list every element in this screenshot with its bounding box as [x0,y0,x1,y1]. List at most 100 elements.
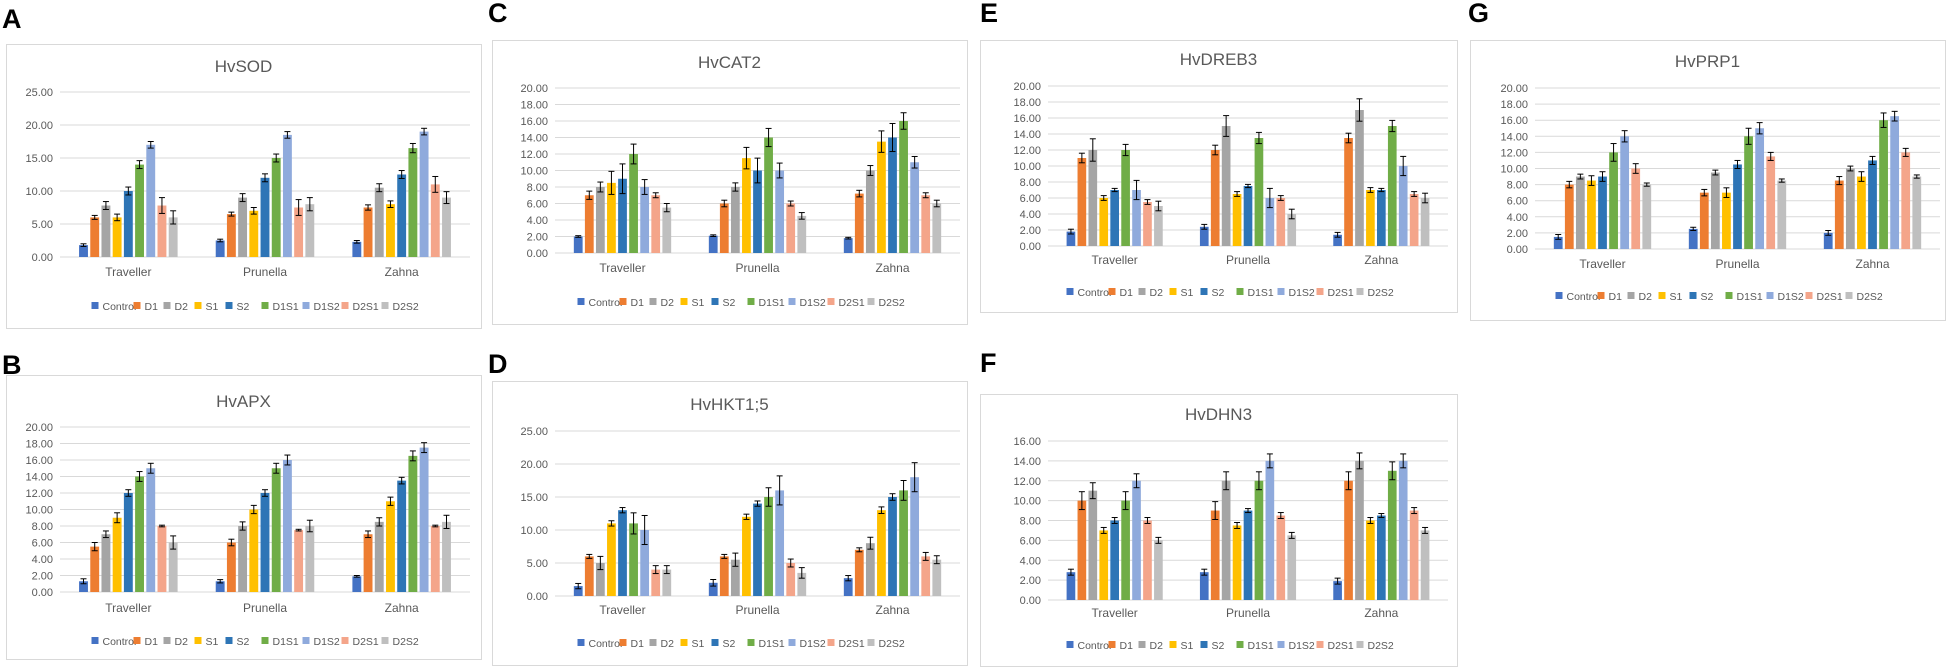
bar-control-traveller [1066,572,1076,600]
y-tick-label: 8.00 [1020,516,1041,528]
bar-d1s1-prunella [764,137,773,253]
bar-d1-zahna [363,534,373,592]
bar-d2s1-prunella [294,207,304,257]
chart-panel-d: D HvHKT1;5 0.00 5.00 10.00 15.00 20.00 25.00 Tra… [488,349,968,666]
legend-label-d1s1: D1S1 [1248,287,1274,299]
bar-s2-zahna [397,480,407,592]
bar-d1-zahna [363,207,373,257]
y-tick-label: 4.00 [1020,555,1041,567]
bar-s1-zahna [1857,176,1866,249]
bar-d2s2-prunella [797,215,807,253]
legend-swatch-d2s2 [1356,288,1364,295]
bar-s2-prunella [753,170,762,253]
panel-letter: G [1468,0,1489,28]
bar-d1s1-zahna [408,455,418,592]
legend-swatch-d2s2 [381,637,389,644]
bar-s2-zahna [888,497,897,596]
legend-label-d1: D1 [1120,640,1134,652]
category-label: Prunella [1226,606,1270,620]
y-tick-label: 18.00 [1500,99,1528,111]
y-tick-label: 8.00 [1020,177,1041,189]
bar-control-traveller [573,586,583,596]
bar-s1-prunella [1232,525,1242,600]
bar-d2-zahna [865,170,875,253]
legend-swatch-d2s1 [827,639,835,646]
bar-d2-prunella [238,197,248,257]
category-label: Traveller [1579,257,1625,271]
bar-d1-prunella [1210,510,1220,600]
bar-d1-zahna [1344,138,1353,246]
category-label: Traveller [599,261,645,275]
y-tick-label: 8.00 [32,521,53,533]
y-tick-label: 4.00 [32,554,53,566]
bar-d2s2-traveller [1154,540,1163,600]
bar-d2-prunella [1221,126,1231,246]
legend-swatch-s2 [711,639,719,646]
bar-d1s2-prunella [1265,460,1275,600]
bar-d2-prunella [730,559,740,596]
bar-d1s2-zahna [419,447,429,592]
legend-label-d2s2: D2S2 [879,297,905,309]
legend-label-d1s2: D1S2 [314,636,340,648]
bar-d2s1-traveller [1143,520,1152,600]
bar-d1s1-traveller [135,476,144,592]
legend-label-d1: D1 [1120,287,1134,299]
bar-s1-traveller [607,523,616,596]
bar-d2s2-prunella [1287,535,1297,600]
legend-label-d2: D2 [1150,287,1164,299]
chart-frame [1470,40,1946,321]
y-tick-label: 12.00 [1013,476,1041,488]
legend-label-s1: S1 [1181,287,1194,299]
legend-label-s1: S1 [1181,640,1194,652]
y-tick-label: 6.00 [527,199,548,211]
bar-d2-zahna [1355,460,1364,600]
y-tick-label: 18.00 [1013,97,1041,109]
bar-d1-prunella [226,214,236,257]
y-tick-label: 16.00 [1013,113,1041,125]
bar-d1s1-prunella [271,158,281,257]
bar-d2s2-prunella [797,572,807,596]
category-label: Traveller [1092,606,1138,620]
legend-label-d1s2: D1S2 [314,301,340,313]
legend-swatch-s1 [194,637,202,644]
bar-s1-zahna [386,501,395,592]
y-tick-label: 18.00 [25,439,53,451]
category-label: Traveller [105,601,151,615]
legend-swatch-d2s2 [381,302,389,309]
legend-swatch-d2 [163,302,171,309]
legend-swatch-d2s1 [1805,292,1813,299]
bar-s1-prunella [742,516,751,596]
legend-label-d2: D2 [661,297,675,309]
bar-s2-traveller [618,178,627,253]
bar-d2-zahna [1845,168,1855,249]
y-tick-label: 16.00 [1500,115,1528,127]
legend-label-d2s2: D2S2 [1857,291,1883,303]
chart-panel-b: B HvAPX 0.00 2.00 4.00 6.00 8.00 10.00 12.00 14.0… [2,350,482,660]
y-tick-label: 8.00 [527,182,548,194]
y-tick-label: 10.00 [1013,161,1041,173]
y-tick-label: 0.00 [527,591,548,603]
legend-label-s1: S1 [692,638,705,650]
legend-label-d2: D2 [1150,640,1164,652]
y-tick-label: 6.00 [1020,535,1041,547]
legend-swatch-s2 [711,298,719,305]
legend-swatch-s1 [194,302,202,309]
legend-label-d1s1: D1S1 [1737,291,1763,303]
legend-swatch-d1 [1597,292,1605,299]
bar-s1-zahna [877,510,886,596]
y-tick-label: 6.00 [1020,193,1041,205]
bar-d1s1-prunella [271,468,281,592]
bar-d1s2-zahna [1890,116,1900,249]
bar-control-prunella [1199,226,1209,246]
y-tick-label: 10.00 [1013,496,1041,508]
y-tick-label: 20.00 [1013,81,1041,93]
legend-swatch-control [91,637,99,644]
bar-s2-traveller [1110,520,1119,600]
category-label: Prunella [735,603,779,617]
legend-label-d1: D1 [145,301,159,313]
category-label: Zahna [1364,253,1398,267]
y-tick-label: 20.00 [25,120,53,132]
bar-s2-traveller [618,510,627,596]
bar-control-zahna [843,578,853,596]
y-tick-label: 20.00 [1500,83,1528,95]
